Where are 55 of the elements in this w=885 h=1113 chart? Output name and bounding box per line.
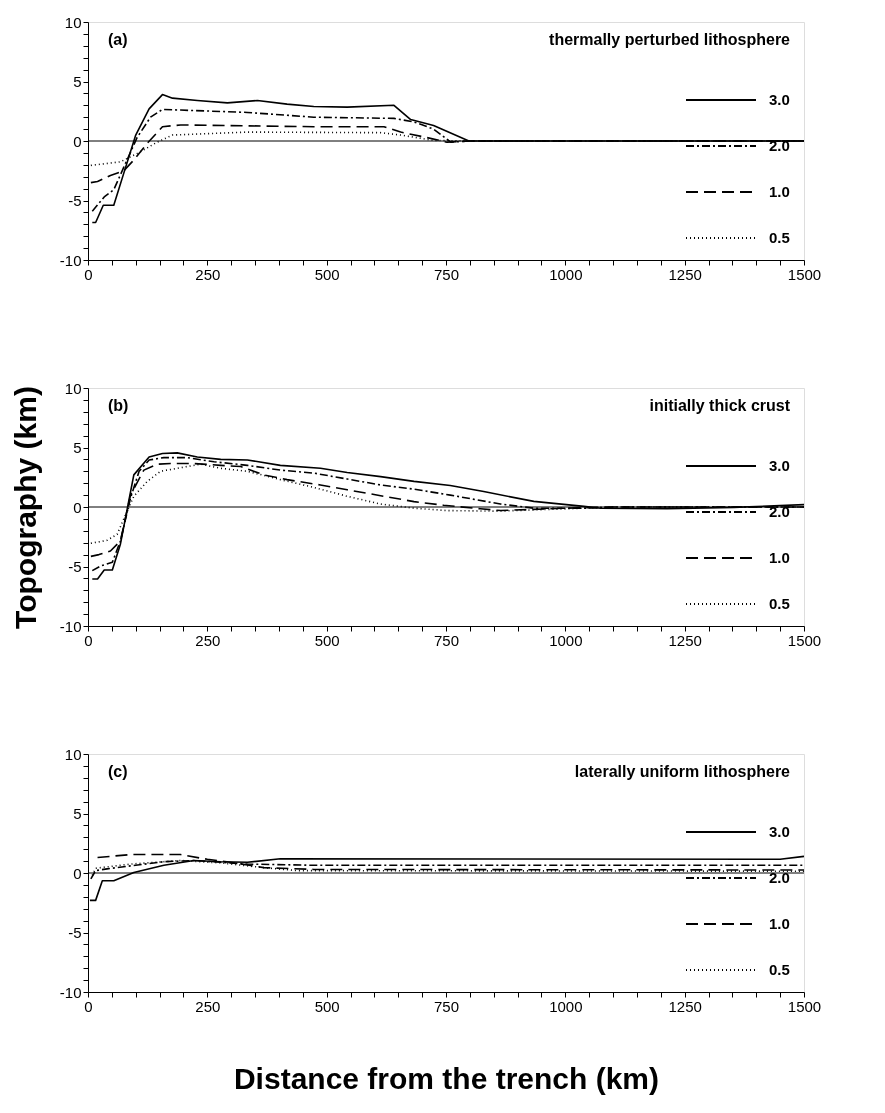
text: initially thick crust xyxy=(649,397,791,414)
y-tick-label: -10 xyxy=(59,617,82,635)
x-tick-label: 1500 xyxy=(787,265,822,283)
legend-label: 2.0 xyxy=(769,869,790,886)
x-tick-label: 250 xyxy=(195,631,221,649)
x-tick-label: 1250 xyxy=(668,265,702,283)
y-tick-label: 10 xyxy=(64,745,82,763)
x-tick-label: 500 xyxy=(314,631,340,649)
x-axis-title: Distance from the trench (km) xyxy=(233,1061,660,1095)
legend-label: 0.5 xyxy=(769,961,790,978)
y-tick-label: -10 xyxy=(59,251,82,269)
x-tick-label: 250 xyxy=(195,265,221,283)
y-tick-label: -5 xyxy=(68,192,82,209)
x-tick-label: 1000 xyxy=(549,997,583,1015)
x-tick-label: 0 xyxy=(84,265,93,283)
annotation: (b) xyxy=(108,397,129,414)
y-tick-label: -5 xyxy=(68,924,82,941)
x-tick-label: 250 xyxy=(195,997,221,1015)
y-tick-label: 5 xyxy=(73,73,82,90)
legend-label: 3.0 xyxy=(769,457,790,474)
x-tick-label: 500 xyxy=(314,997,340,1015)
y-tick-label: 0 xyxy=(73,864,82,882)
x-tick-label: 750 xyxy=(433,997,460,1015)
y-tick-label: 10 xyxy=(64,13,82,31)
y-tick-label: 5 xyxy=(73,439,82,456)
x-tick-label: 1250 xyxy=(668,997,702,1015)
y-axis-title: Topography (km) xyxy=(8,386,42,629)
y-tick-label: 0 xyxy=(73,132,82,150)
x-tick-label: 1000 xyxy=(549,265,583,283)
annotation: (c) xyxy=(108,763,128,780)
y-tick-label: 5 xyxy=(73,805,82,822)
y-tick-label: -10 xyxy=(59,983,82,1001)
legend-label: 3.0 xyxy=(769,91,790,108)
legend-label: 1.0 xyxy=(769,549,790,566)
legend-label: 2.0 xyxy=(769,503,790,520)
y-tick-label: 0 xyxy=(73,498,82,516)
text: laterally uniform lithosphere xyxy=(574,763,791,780)
x-tick-label: 0 xyxy=(84,997,93,1015)
x-tick-label: 750 xyxy=(433,265,460,283)
legend-label: 1.0 xyxy=(769,183,790,200)
legend-label: 0.5 xyxy=(769,595,790,612)
x-tick-label: 1000 xyxy=(549,631,583,649)
annotation: (a) xyxy=(108,31,128,48)
legend-label: 0.5 xyxy=(769,229,790,246)
text: thermally perturbed lithosphere xyxy=(549,31,791,48)
x-tick-label: 1250 xyxy=(668,631,702,649)
x-tick-label: 0 xyxy=(84,631,93,649)
x-tick-label: 1500 xyxy=(787,997,822,1015)
x-tick-label: 1500 xyxy=(787,631,822,649)
legend-label: 3.0 xyxy=(769,823,790,840)
x-tick-label: 500 xyxy=(314,265,340,283)
y-tick-label: 10 xyxy=(64,379,82,397)
x-tick-label: 750 xyxy=(433,631,460,649)
legend-label: 1.0 xyxy=(769,915,790,932)
y-tick-label: -5 xyxy=(68,558,82,575)
